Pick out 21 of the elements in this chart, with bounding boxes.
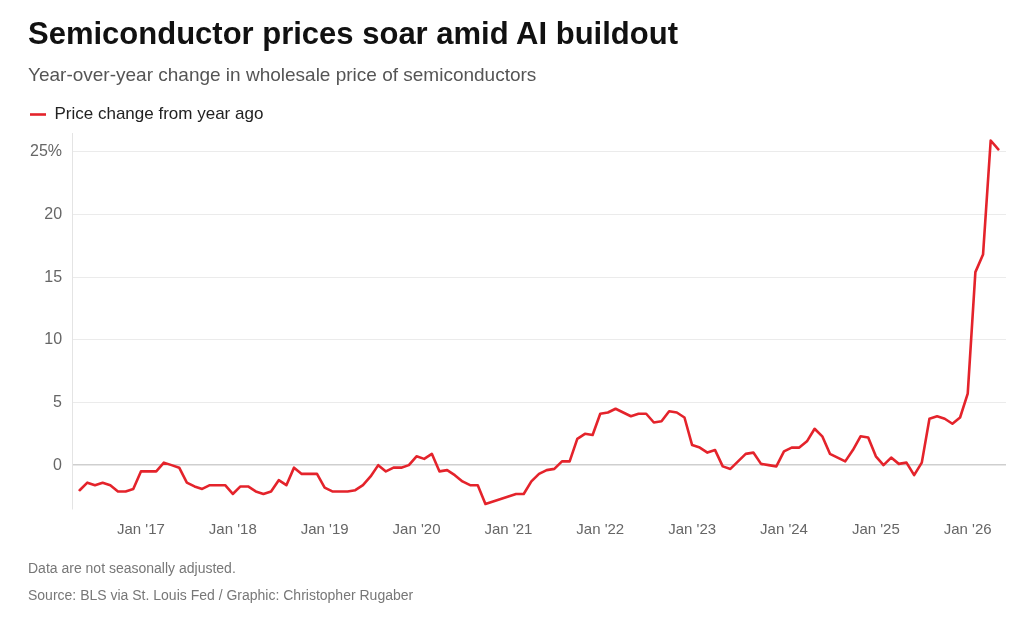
y-tick-label: 20 (44, 204, 63, 222)
x-tick-label: Jan '18 (208, 520, 257, 538)
x-tick-label: Jan '23 (668, 520, 717, 538)
x-tick-label: Jan '17 (116, 520, 165, 538)
x-tick-label: Jan '21 (484, 520, 533, 538)
y-tick-label: 10 (44, 330, 63, 348)
y-tick-label: 25% (29, 142, 63, 160)
x-tick-label: Jan '19 (300, 520, 349, 538)
chart-title: Semiconductor prices soar amid AI buildout (28, 16, 678, 52)
y-tick-label: 15 (44, 267, 63, 285)
x-tick-label: Jan '24 (760, 520, 808, 538)
x-tick-label: Jan '20 (392, 520, 441, 538)
y-tick-label: 0 (53, 455, 63, 473)
text: Data are not seasonally adjusted. (28, 560, 236, 576)
x-tick-label: Jan '25 (851, 520, 900, 538)
source-note: Source: BLS via St. Louis Fed / Graphic: Christopher Rugaber (28, 587, 414, 603)
x-tick-label: Jan '26 (943, 520, 992, 538)
legend-label: Price change from year ago (54, 104, 264, 124)
y-tick-label: 5 (53, 392, 63, 410)
x-tick-label: Jan '22 (576, 520, 625, 538)
chart-subtitle: Year-over-year change in wholesale price of semiconductors (28, 64, 537, 86)
